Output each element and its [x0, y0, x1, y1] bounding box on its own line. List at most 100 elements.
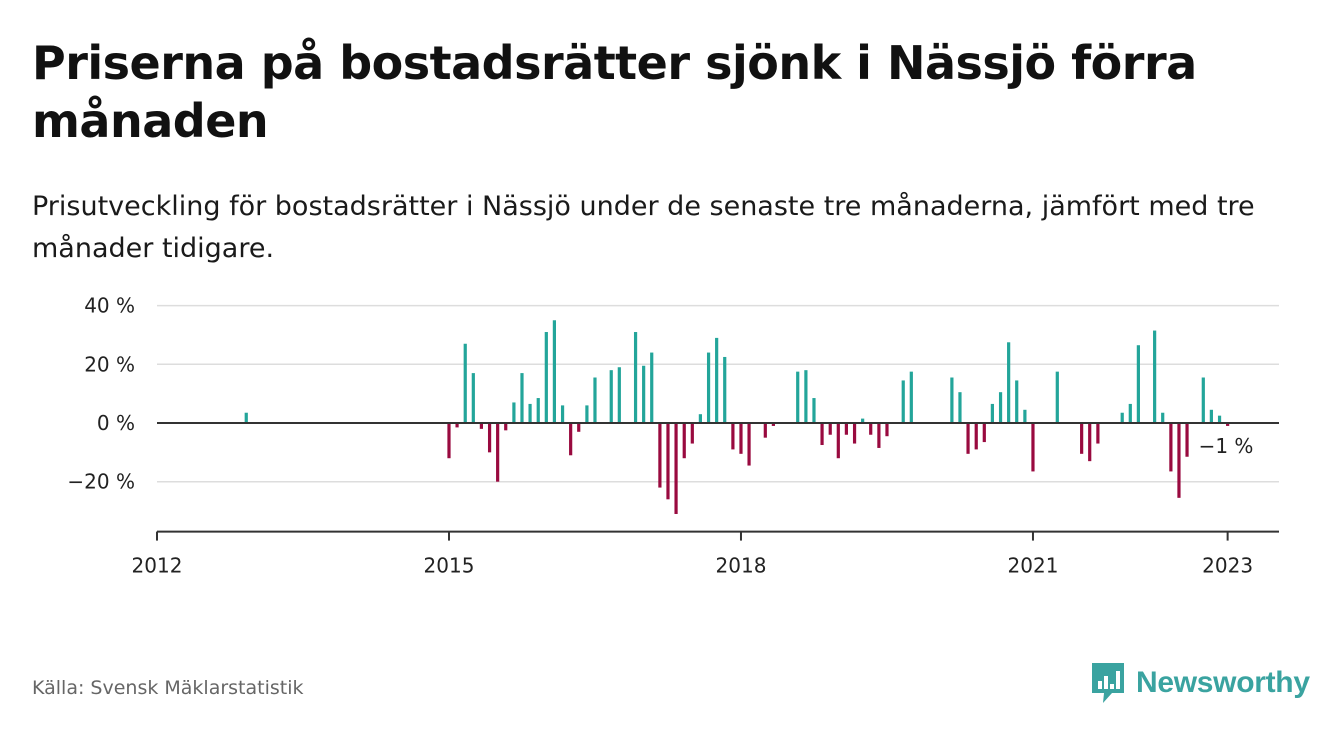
bars: [244, 320, 1230, 514]
bar-positive: [520, 373, 524, 423]
bar-negative: [771, 423, 775, 426]
bar-negative: [877, 423, 881, 448]
bar-negative: [1169, 423, 1173, 472]
bar-positive: [244, 412, 248, 423]
source-note: Källa: Svensk Mäklarstatistik: [32, 677, 304, 699]
bar-positive: [990, 403, 994, 423]
bar-positive: [950, 377, 954, 423]
bar-positive: [633, 332, 638, 423]
bar-negative: [869, 423, 873, 435]
bar-positive: [1120, 412, 1124, 423]
bar-negative: [690, 423, 694, 444]
bar-positive: [796, 371, 800, 423]
bar-negative: [569, 423, 573, 456]
bar-negative: [682, 423, 686, 459]
bar-positive: [650, 352, 654, 423]
x-tick-label: 2015: [424, 554, 475, 578]
bar-positive: [812, 398, 816, 423]
last-value-label: −1 %: [1199, 434, 1254, 458]
y-tick-label: 0 %: [97, 411, 135, 435]
bar-negative: [1226, 423, 1230, 426]
bar-positive: [1217, 415, 1222, 423]
bar-negative: [1031, 423, 1035, 472]
brand-logo: Newsworthy: [1090, 660, 1310, 706]
bar-positive: [1128, 403, 1132, 423]
bar-positive: [593, 377, 597, 423]
x-tick-label: 2023: [1202, 554, 1253, 578]
bar-positive: [998, 392, 1003, 423]
bar-positive: [909, 371, 913, 423]
bar-positive: [901, 380, 905, 423]
y-tick-label: 20 %: [84, 352, 135, 376]
bar-negative: [455, 423, 459, 428]
bar-negative: [487, 423, 492, 453]
bar-positive: [1153, 330, 1157, 423]
bar-positive: [1201, 377, 1205, 423]
bar-negative: [763, 423, 767, 438]
bar-negative: [844, 423, 848, 435]
bar-positive: [463, 343, 467, 423]
bar-positive: [1023, 409, 1027, 423]
bar-negative: [674, 423, 678, 514]
bar-negative: [1096, 423, 1100, 444]
axes: [157, 422, 1279, 533]
x-tick-label: 2012: [132, 554, 183, 578]
bar-negative: [966, 423, 970, 454]
bar-positive: [1015, 380, 1019, 423]
bar-negative: [820, 423, 824, 446]
bar-chart: 40 % 20 % 0 % −20 % 2012 2015 2018 2021 2023 −1…: [67, 294, 1279, 578]
x-axis-labels: 2012 2015 2018 2021 2023: [132, 531, 1253, 578]
bar-negative: [974, 423, 978, 450]
chart-title: Priserna på bostadsrätter sjönk i Nässjö…: [32, 36, 1197, 148]
y-tick-label: 40 %: [84, 294, 135, 318]
bar-negative: [1088, 423, 1092, 462]
bar-positive: [552, 320, 556, 423]
bar-positive: [544, 332, 548, 423]
bar-positive: [617, 367, 621, 423]
bar-negative: [666, 423, 670, 500]
bar-negative: [658, 423, 662, 488]
bar-negative: [982, 423, 986, 443]
bar-negative: [577, 423, 581, 432]
y-axis-labels: 40 % 20 % 0 % −20 %: [67, 294, 135, 494]
bar-positive: [1161, 412, 1165, 423]
bar-positive: [861, 418, 865, 423]
bar-positive: [609, 370, 613, 423]
bar-positive: [715, 337, 719, 423]
bar-negative: [828, 423, 832, 435]
bar-positive: [585, 405, 589, 423]
bar-positive: [698, 414, 702, 423]
bar-negative: [739, 423, 743, 454]
bar-positive: [804, 370, 808, 423]
bar-negative: [836, 423, 840, 459]
bar-negative: [1080, 423, 1084, 454]
y-tick-label: −20 %: [67, 470, 135, 494]
bar-positive: [1055, 371, 1059, 423]
bar-positive: [723, 356, 727, 423]
bar-negative: [747, 423, 751, 466]
bar-negative: [479, 423, 483, 429]
x-tick-label: 2021: [1008, 554, 1059, 578]
bar-negative: [731, 423, 735, 450]
brand-name: Newsworthy: [1136, 666, 1310, 699]
bar-positive: [512, 402, 516, 423]
x-tick-label: 2018: [716, 554, 767, 578]
bar-positive: [1209, 409, 1213, 423]
bar-positive: [958, 392, 962, 423]
chart-subtitle: Prisutveckling för bostadsrätter i Nässj…: [32, 191, 1255, 264]
bar-positive: [642, 365, 646, 423]
bar-negative: [852, 423, 857, 444]
bar-positive: [706, 352, 711, 423]
bar-negative: [1177, 423, 1181, 498]
bar-positive: [1007, 342, 1011, 423]
bar-negative: [885, 423, 889, 437]
bar-chart-speech-bubble-icon: [1092, 663, 1124, 703]
bar-positive: [536, 398, 540, 423]
bar-negative: [447, 423, 451, 459]
bar-negative: [1185, 423, 1189, 457]
bar-positive: [528, 403, 532, 423]
bar-negative: [504, 423, 508, 431]
bar-positive: [1136, 345, 1140, 423]
bar-positive: [471, 373, 475, 423]
bar-positive: [560, 405, 565, 423]
